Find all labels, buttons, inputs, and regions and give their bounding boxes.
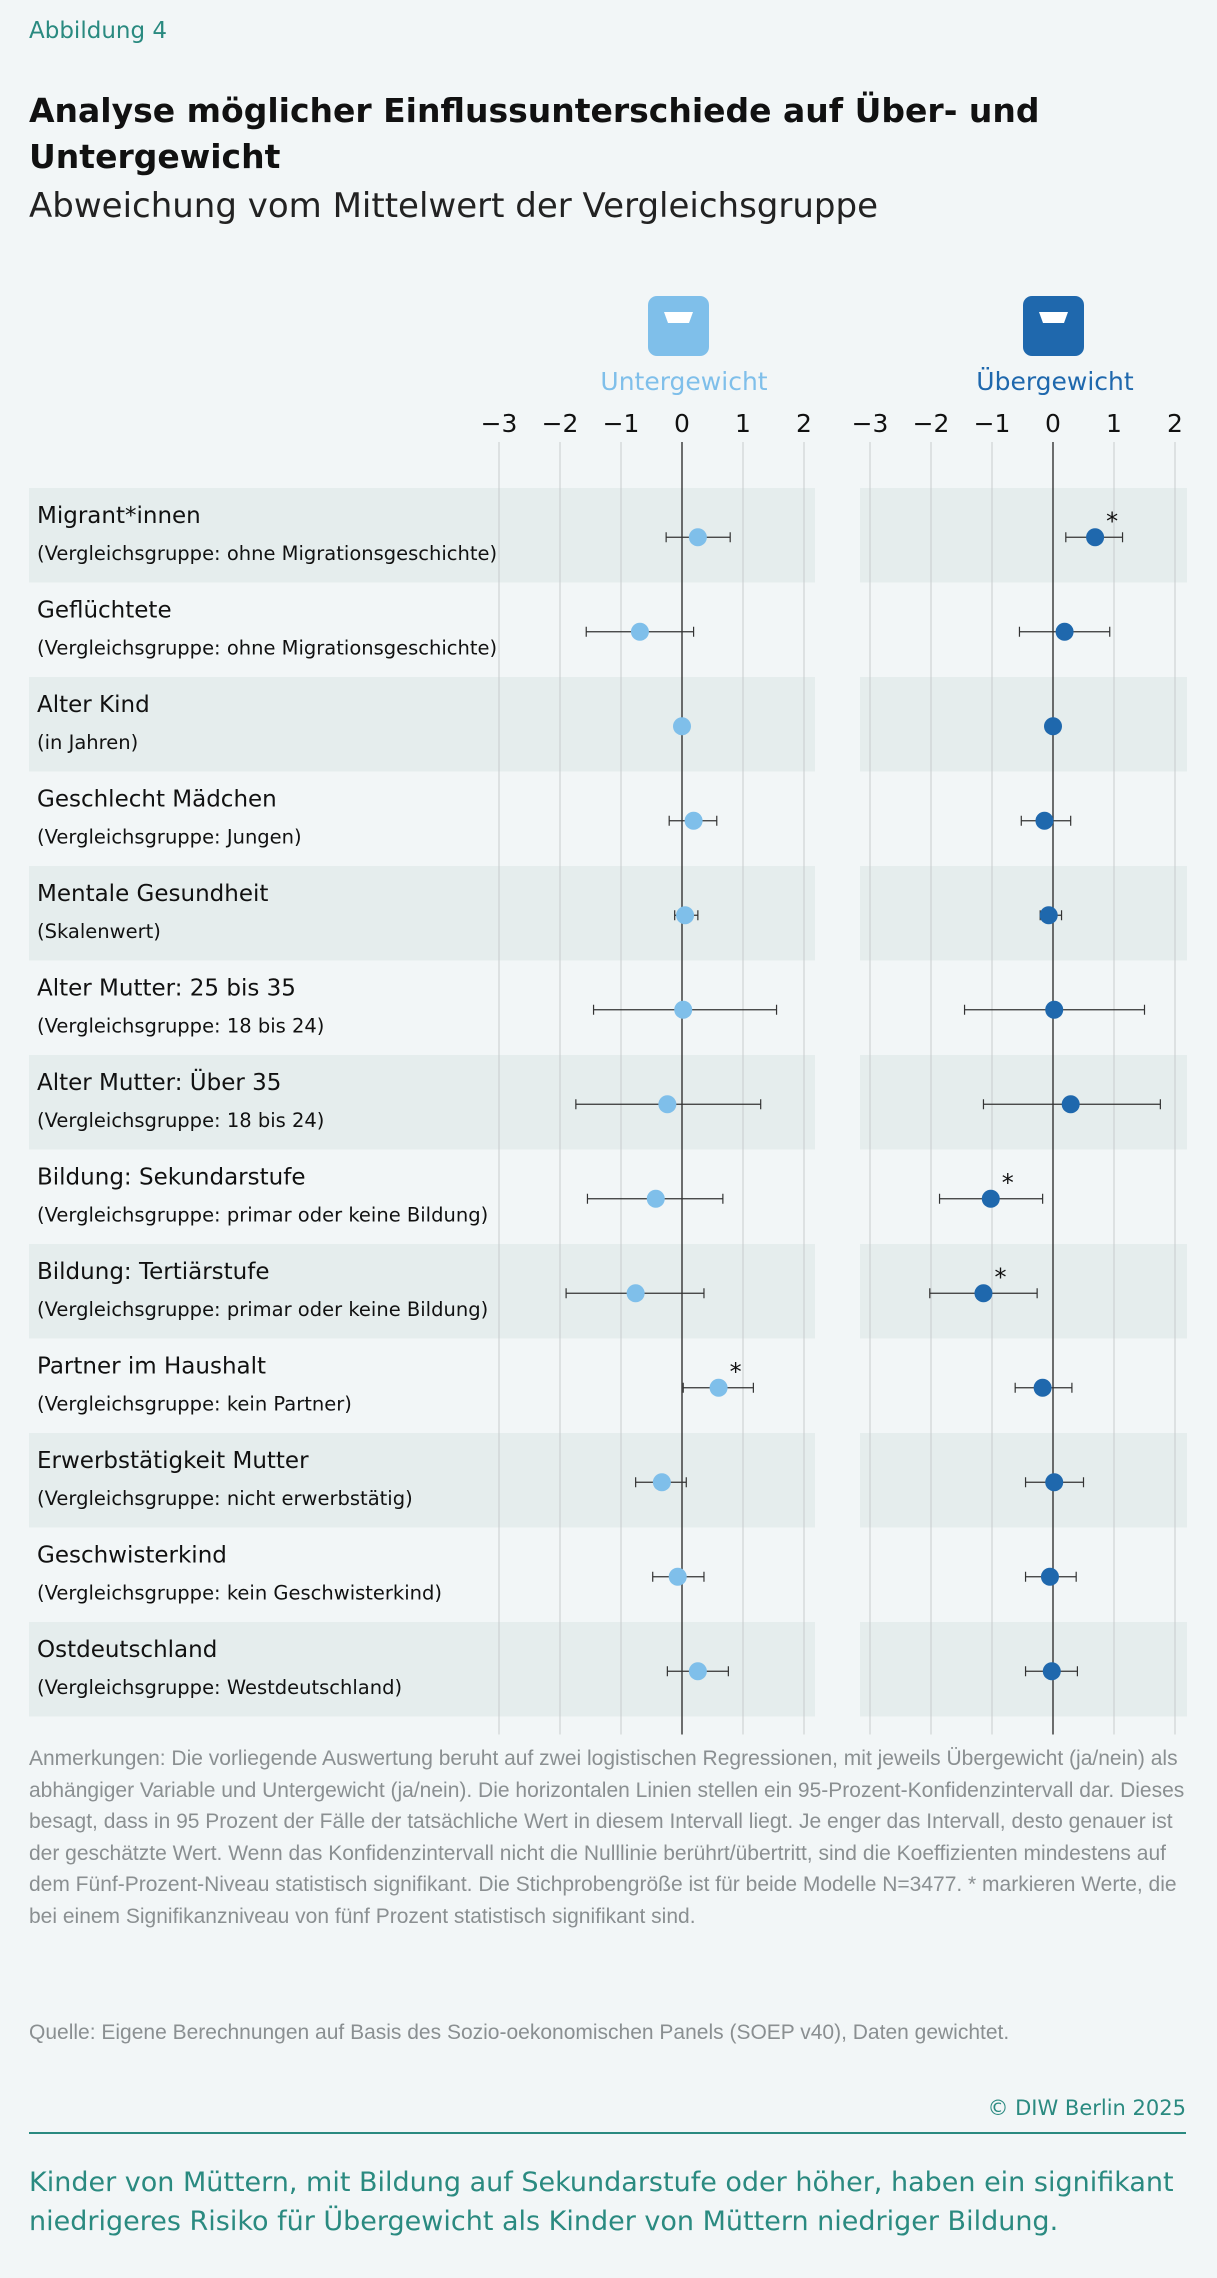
- row-note: (Vergleichsgruppe: 18 bis 24): [37, 1109, 324, 1132]
- point: [1033, 1378, 1052, 1397]
- row-band: [29, 1622, 815, 1717]
- row-note: (Vergleichsgruppe: Jungen): [37, 826, 302, 849]
- row-label: Mentale Gesundheit: [37, 881, 268, 907]
- row-band: [860, 677, 1187, 772]
- point: [688, 1662, 707, 1681]
- row-label: Geschlecht Mädchen: [37, 787, 277, 813]
- x-tick-label: −2: [913, 409, 950, 438]
- x-tick-label: −1: [974, 409, 1011, 438]
- point: [1044, 717, 1062, 736]
- significance-label: *: [994, 1263, 1006, 1291]
- underweight-icon: [648, 296, 709, 356]
- subtitle: Abweichung vom Mittelwert der Vergleichs…: [29, 186, 878, 226]
- x-tick-label: 2: [796, 409, 812, 438]
- significance-label: *: [1002, 1169, 1014, 1197]
- row-band: [860, 1244, 1187, 1339]
- row-label: Bildung: Tertiärstufe: [37, 1259, 270, 1285]
- point: [1039, 906, 1058, 925]
- point: [974, 1284, 993, 1303]
- row-band: [860, 1622, 1187, 1717]
- copyright: © DIW Berlin 2025: [987, 2096, 1186, 2120]
- row-label: Alter Mutter: Über 35: [37, 1068, 281, 1096]
- row-note: (Vergleichsgruppe: primar oder keine Bil…: [37, 1204, 488, 1227]
- figure-label: Abbildung 4: [29, 18, 168, 44]
- significance-label: *: [730, 1358, 742, 1386]
- x-tick-label: −1: [603, 409, 640, 438]
- point: [668, 1567, 687, 1586]
- row-band: [29, 1055, 815, 1150]
- panel-title: Untergewicht: [600, 367, 767, 396]
- row-band: [860, 1055, 1187, 1150]
- row-note: (Vergleichsgruppe: Westdeutschland): [37, 1676, 402, 1699]
- point: [709, 1378, 728, 1397]
- row-label: Geschwisterkind: [37, 1543, 227, 1569]
- x-tick-label: −2: [542, 409, 579, 438]
- x-tick-label: 0: [1045, 409, 1061, 438]
- point: [1055, 622, 1074, 641]
- row-label: Alter Mutter: 25 bis 35: [37, 976, 296, 1002]
- x-tick-label: 0: [674, 409, 690, 438]
- row-label: Geflüchtete: [37, 598, 172, 624]
- row-label: Partner im Haushalt: [37, 1354, 266, 1380]
- row-note: (Vergleichsgruppe: ohne Migrationsgeschi…: [37, 542, 497, 565]
- source: Quelle: Eigene Berechnungen auf Basis de…: [29, 2021, 1010, 2044]
- row-band: [29, 1433, 815, 1528]
- point: [652, 1473, 671, 1492]
- row-label: Alter Kind: [37, 692, 150, 718]
- point: [630, 622, 649, 641]
- point: [1061, 1095, 1080, 1114]
- row-label: Erwerbstätigkeit Mutter: [37, 1448, 309, 1474]
- x-tick-label: 1: [1106, 409, 1122, 438]
- point: [674, 1000, 693, 1019]
- row-band: [29, 488, 815, 583]
- x-tick-label: −3: [481, 409, 518, 438]
- point: [673, 717, 691, 736]
- title: Analyse möglicher Einflussunterschiede a…: [29, 91, 1040, 176]
- point: [1040, 1567, 1059, 1586]
- row-band: [860, 488, 1187, 583]
- divider: [29, 2132, 1186, 2134]
- point: [684, 811, 703, 830]
- point: [981, 1189, 1000, 1208]
- x-tick-label: 2: [1167, 409, 1183, 438]
- row-note: (in Jahren): [37, 731, 138, 754]
- row-note: (Vergleichsgruppe: kein Partner): [37, 1393, 352, 1416]
- point: [688, 528, 707, 547]
- row-note: (Vergleichsgruppe: nicht erwerbstätig): [37, 1487, 413, 1510]
- point: [1045, 1000, 1064, 1019]
- row-note: (Vergleichsgruppe: ohne Migrationsgeschi…: [37, 637, 497, 660]
- point: [626, 1284, 645, 1303]
- row-note: (Vergleichsgruppe: 18 bis 24): [37, 1015, 324, 1038]
- row-note: (Vergleichsgruppe: kein Geschwisterkind): [37, 1582, 442, 1605]
- panel-title: Übergewicht: [976, 367, 1134, 396]
- chart: Migrant*innen (Vergleichsgruppe: ohne Mig…: [29, 296, 1187, 1735]
- overweight-icon: [1023, 296, 1084, 356]
- point: [1086, 528, 1105, 547]
- point: [1035, 811, 1054, 830]
- point: [646, 1189, 665, 1208]
- point: [1045, 1473, 1064, 1492]
- row-label: Migrant*innen: [37, 503, 201, 529]
- row-note: (Skalenwert): [37, 920, 161, 943]
- row-band: [29, 1244, 815, 1339]
- takeaway: Kinder von Müttern, mit Bildung auf Seku…: [29, 2167, 1174, 2237]
- row-note: (Vergleichsgruppe: primar oder keine Bil…: [37, 1298, 488, 1321]
- row-band: [860, 866, 1187, 961]
- point: [658, 1095, 677, 1114]
- row-label: Ostdeutschland: [37, 1637, 217, 1663]
- x-tick-label: 1: [735, 409, 751, 438]
- x-tick-label: −3: [852, 409, 889, 438]
- significance-label: *: [1106, 507, 1118, 535]
- point: [1042, 1662, 1061, 1681]
- row-label: Bildung: Sekundarstufe: [37, 1165, 305, 1191]
- point: [676, 906, 695, 925]
- row-band: [860, 1433, 1187, 1528]
- notes: Anmerkungen: Die vorliegende Auswertung …: [29, 1747, 1185, 1928]
